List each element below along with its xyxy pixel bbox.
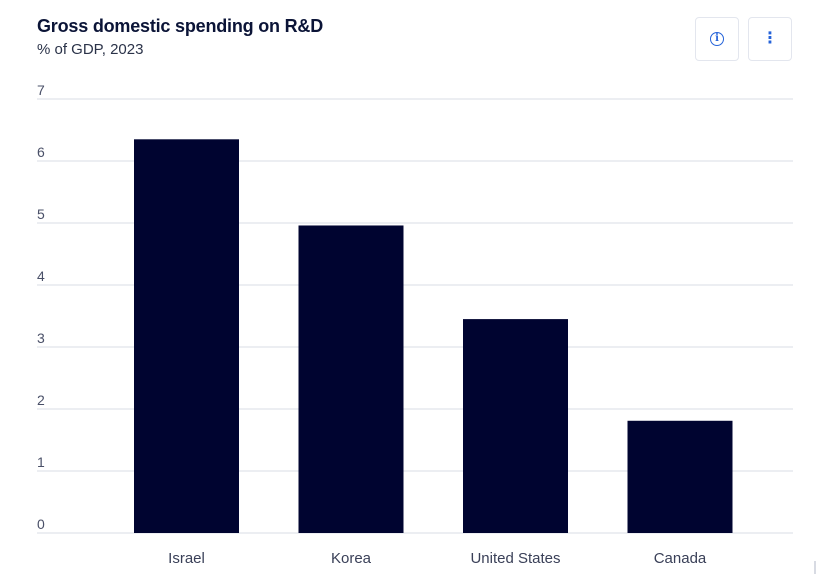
x-tick-label-canada: Canada bbox=[654, 550, 707, 567]
x-tick-label-israel: Israel bbox=[168, 550, 205, 567]
scrollbar-edge bbox=[814, 561, 816, 574]
chart-title: Gross domestic spending on R&D bbox=[37, 16, 324, 36]
bar-united-states bbox=[463, 319, 568, 533]
bar-israel bbox=[134, 139, 239, 534]
more-options-button[interactable]: ⋮ bbox=[748, 17, 792, 61]
y-tick-label-2: 2 bbox=[37, 392, 45, 408]
y-tick-label-7: 7 bbox=[37, 82, 45, 98]
bar-korea bbox=[298, 225, 404, 534]
y-tick-label-1: 1 bbox=[37, 454, 45, 470]
y-tick-label-5: 5 bbox=[37, 206, 45, 222]
info-icon: i bbox=[710, 32, 724, 46]
more-vertical-icon: ⋮ bbox=[762, 30, 778, 47]
x-tick-label-korea: Korea bbox=[331, 550, 372, 567]
y-tick-label-3: 3 bbox=[37, 330, 45, 346]
y-tick-label-0: 0 bbox=[37, 516, 45, 532]
chart-subtitle: % of GDP, 2023 bbox=[37, 41, 144, 58]
y-tick-label-4: 4 bbox=[37, 268, 45, 284]
info-button[interactable]: i bbox=[695, 17, 739, 61]
bar-canada bbox=[627, 420, 733, 533]
x-tick-label-united-states: United States bbox=[470, 550, 560, 567]
y-tick-label-6: 6 bbox=[37, 144, 45, 160]
